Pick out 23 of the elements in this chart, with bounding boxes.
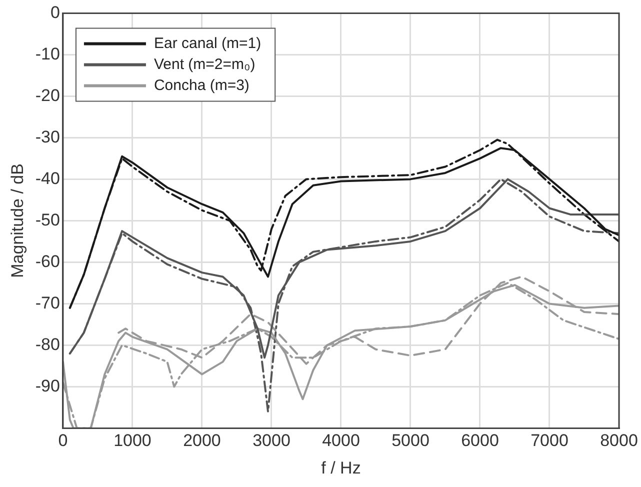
x-tick-label: 5000: [392, 431, 430, 450]
legend-label: Concha (m=3): [154, 76, 250, 94]
y-tick-label: -10: [35, 44, 60, 64]
x-tick-label: 6000: [461, 431, 499, 450]
y-tick-label: -20: [35, 86, 60, 105]
y-tick-label: -80: [35, 334, 60, 354]
x-tick-label: 3000: [252, 431, 290, 450]
y-tick-label: -50: [35, 210, 60, 230]
y-axis-title: Magnitude / dB: [8, 164, 27, 278]
y-tick-label: -40: [35, 168, 60, 188]
y-tick-label: -70: [35, 293, 60, 312]
y-tick-label: -60: [35, 252, 60, 271]
y-tick-label: -90: [35, 376, 60, 396]
x-axis-title: f / Hz: [321, 458, 361, 478]
x-tick-label: 1000: [114, 431, 152, 450]
x-tick-label: 2000: [183, 431, 221, 450]
legend-label: Vent (m=2=m₀): [154, 56, 256, 73]
x-tick-label: 7000: [530, 431, 568, 450]
y-tick-label: -30: [35, 127, 60, 146]
x-tick-label: 4000: [322, 431, 360, 450]
y-tick-label: 0: [50, 2, 60, 22]
x-tick-label: 8000: [600, 431, 638, 450]
legend-label: Ear canal (m=1): [154, 34, 262, 52]
